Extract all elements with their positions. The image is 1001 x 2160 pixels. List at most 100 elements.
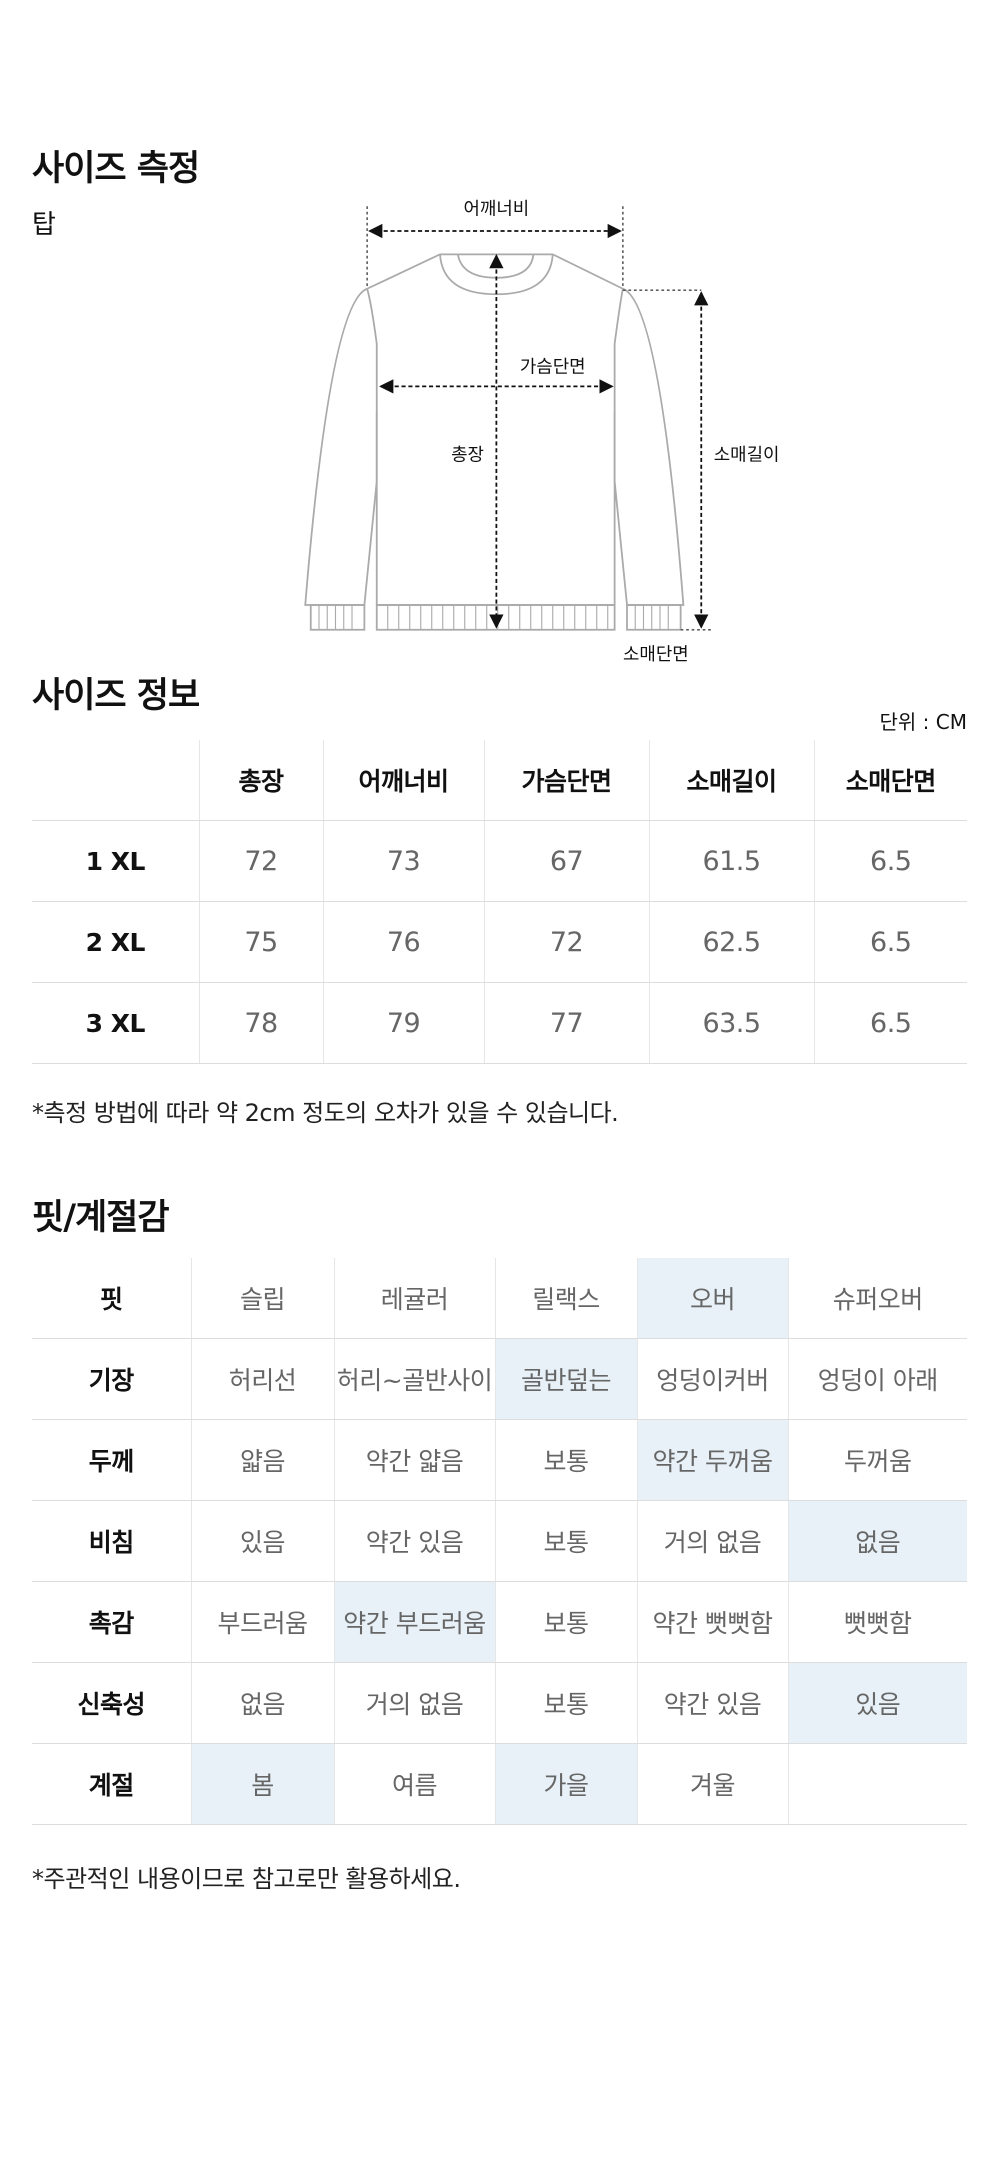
fit-table: 핏 슬립 레귤러 릴랙스 오버 슈퍼오버 기장 허리선 허리~골반사이 골반덮는 엉덩이커버 엉덩이 … bbox=[32, 1258, 967, 1825]
header-row: 총장 어깨너비 가슴단면 소매길이 소매단면 bbox=[32, 740, 967, 821]
size-row: 1 XL 72 73 67 61.5 6.5 bbox=[32, 820, 967, 902]
fit-row: 핏 슬립 레귤러 릴랙스 오버 슈퍼오버 bbox=[32, 1258, 967, 1339]
fit-option: 가을 bbox=[494, 1743, 637, 1825]
fit-row: 두께 얇음 약간 얇음 보통 약간 두꺼움 두꺼움 bbox=[32, 1419, 967, 1501]
label: 총장 bbox=[451, 445, 484, 466]
fit-option: 약간 있음 bbox=[636, 1662, 788, 1744]
corner-cell bbox=[32, 740, 199, 821]
value-cell: 73 bbox=[322, 820, 484, 902]
fit-option: 릴랙스 bbox=[494, 1258, 637, 1339]
size-table: 총장 어깨너비 가슴단면 소매길이 소매단면 1 XL 72 73 67 61.5 6.5 2 XL 7… bbox=[32, 740, 967, 1064]
fit-option: 허리~골반사이 bbox=[333, 1338, 495, 1420]
fit-label: 신축성 bbox=[32, 1662, 191, 1744]
label: 어깨너비 bbox=[464, 199, 530, 220]
section-title: 사이즈 측정 bbox=[32, 149, 200, 189]
item-label: 탑 bbox=[32, 210, 56, 240]
fit-option: 얇음 bbox=[190, 1419, 334, 1501]
value-cell: 63.5 bbox=[648, 982, 814, 1064]
size-row: 3 XL 78 79 77 63.5 6.5 bbox=[32, 982, 967, 1064]
left-cuff bbox=[309, 604, 366, 631]
fit-option: 엉덩이 아래 bbox=[787, 1338, 967, 1420]
collar bbox=[439, 254, 554, 296]
fit-option: 약간 있음 bbox=[333, 1500, 495, 1582]
header-cell: 총장 bbox=[198, 740, 323, 821]
fit-option: 봄 bbox=[190, 1743, 334, 1825]
fit-label: 비침 bbox=[32, 1500, 191, 1582]
fit-option: 부드러움 bbox=[190, 1581, 334, 1663]
fit-label: 두께 bbox=[32, 1419, 191, 1501]
size-cell: 1 XL bbox=[32, 820, 199, 902]
value-cell: 78 bbox=[198, 982, 323, 1064]
fit-option: 슬립 bbox=[190, 1258, 334, 1339]
fit-option: 없음 bbox=[190, 1662, 334, 1744]
guide-lines bbox=[366, 206, 713, 631]
fit-row: 비침 있음 약간 있음 보통 거의 없음 없음 bbox=[32, 1500, 967, 1582]
label: 가슴단면 bbox=[520, 357, 586, 378]
left-sleeve bbox=[304, 287, 378, 606]
fit-option: 보통 bbox=[494, 1419, 637, 1501]
fit-option: 없음 bbox=[787, 1500, 967, 1582]
empty-cell bbox=[787, 1743, 967, 1825]
fit-option: 여름 bbox=[333, 1743, 495, 1825]
fit-option: 오버 bbox=[636, 1258, 788, 1339]
value-cell: 62.5 bbox=[648, 901, 814, 983]
value-cell: 6.5 bbox=[813, 982, 967, 1064]
fit-option: 있음 bbox=[190, 1500, 334, 1582]
value-cell: 6.5 bbox=[813, 901, 967, 983]
fit-row: 촉감 부드러움 약간 부드러움 보통 약간 뻣뻣함 뻣뻣함 bbox=[32, 1581, 967, 1663]
fit-option: 레귤러 bbox=[333, 1258, 495, 1339]
section-title: 사이즈 정보 bbox=[32, 676, 200, 716]
fit-option: 슈퍼오버 bbox=[787, 1258, 967, 1339]
fit-option: 두꺼움 bbox=[787, 1419, 967, 1501]
ribbing bbox=[318, 605, 669, 630]
section-title: 핏/계절감 bbox=[32, 1198, 170, 1238]
header-cell: 어깨너비 bbox=[322, 740, 484, 821]
value-cell: 61.5 bbox=[648, 820, 814, 902]
fit-option: 거의 없음 bbox=[636, 1500, 788, 1582]
label: 소매길이 bbox=[714, 445, 780, 466]
fit-label: 계절 bbox=[32, 1743, 191, 1825]
fit-label: 기장 bbox=[32, 1338, 191, 1420]
fit-option: 허리선 bbox=[190, 1338, 334, 1420]
fit-label: 촉감 bbox=[32, 1581, 191, 1663]
note: *측정 방법에 따라 약 2cm 정도의 오차가 있을 수 있습니다. bbox=[32, 1099, 619, 1127]
fit-option: 거의 없음 bbox=[333, 1662, 495, 1744]
fit-option: 약간 두꺼움 bbox=[636, 1419, 788, 1501]
fit-option: 약간 부드러움 bbox=[333, 1581, 495, 1663]
size-cell: 2 XL bbox=[32, 901, 199, 983]
fit-option: 뻣뻣함 bbox=[787, 1581, 967, 1663]
fit-option: 약간 얇음 bbox=[333, 1419, 495, 1501]
fit-option: 보통 bbox=[494, 1500, 637, 1582]
value-cell: 75 bbox=[198, 901, 323, 983]
value-cell: 67 bbox=[483, 820, 649, 902]
diagram: 어깨너비 가슴단면 총장 소매길이 소매단면 bbox=[304, 199, 780, 665]
fit-option: 엉덩이커버 bbox=[636, 1338, 788, 1420]
fit-option: 골반덮는 bbox=[494, 1338, 637, 1420]
header-cell: 소매길이 bbox=[648, 740, 814, 821]
fit-option: 있음 bbox=[787, 1662, 967, 1744]
size-row: 2 XL 75 76 72 62.5 6.5 bbox=[32, 901, 967, 983]
note: *주관적인 내용이므로 참고로만 활용하세요. bbox=[32, 1865, 461, 1893]
fit-row: 기장 허리선 허리~골반사이 골반덮는 엉덩이커버 엉덩이 아래 bbox=[32, 1338, 967, 1420]
value-cell: 77 bbox=[483, 982, 649, 1064]
value-cell: 72 bbox=[198, 820, 323, 902]
shoulder-line bbox=[366, 253, 624, 290]
fit-option: 겨울 bbox=[636, 1743, 788, 1825]
label: 소매단면 bbox=[623, 644, 689, 665]
value-cell: 6.5 bbox=[813, 820, 967, 902]
fit-label: 핏 bbox=[32, 1258, 191, 1339]
right-sleeve bbox=[613, 287, 685, 606]
value-cell: 76 bbox=[322, 901, 484, 983]
fit-row: 신축성 없음 거의 없음 보통 약간 있음 있음 bbox=[32, 1662, 967, 1744]
size-cell: 3 XL bbox=[32, 982, 199, 1064]
fit-option: 약간 뻣뻣함 bbox=[636, 1581, 788, 1663]
value-cell: 79 bbox=[322, 982, 484, 1064]
fit-row: 계절 봄 여름 가을 겨울 bbox=[32, 1743, 967, 1825]
fit-option: 보통 bbox=[494, 1662, 637, 1744]
unit: 단위 : CM bbox=[879, 710, 967, 734]
header-cell: 가슴단면 bbox=[483, 740, 649, 821]
value-cell: 72 bbox=[483, 901, 649, 983]
right-cuff bbox=[626, 604, 682, 631]
fit-option: 보통 bbox=[494, 1581, 637, 1663]
